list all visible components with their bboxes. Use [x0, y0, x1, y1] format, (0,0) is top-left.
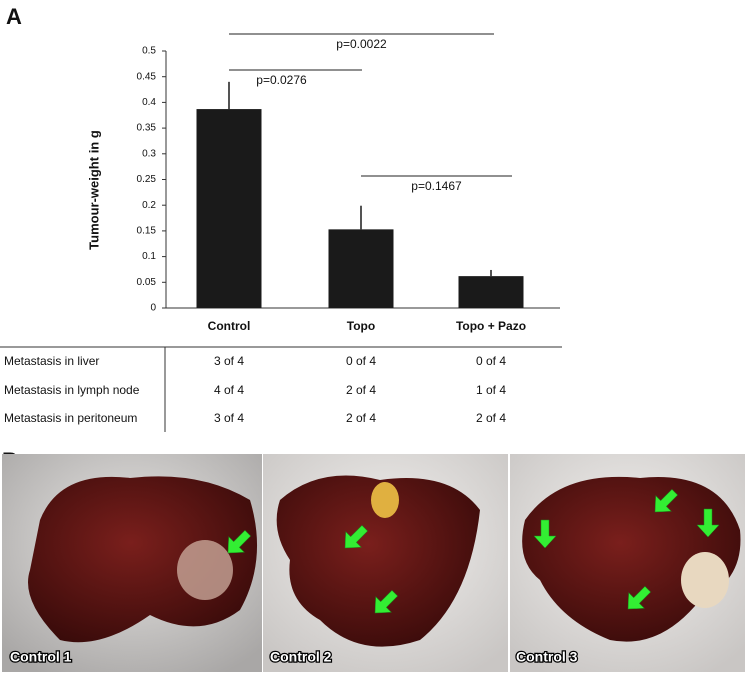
y-tick-label: 0.05 — [137, 277, 157, 288]
y-tick-label: 0.1 — [142, 251, 156, 262]
table-cell: 3 of 4 — [214, 354, 244, 368]
photo-panel — [510, 454, 745, 672]
bar — [458, 276, 524, 308]
y-tick-label: 0.4 — [142, 97, 156, 108]
panel-label: A — [6, 4, 22, 29]
row-header: Metastasis in peritoneum — [4, 411, 137, 425]
y-tick-label: 0.3 — [142, 148, 156, 159]
p-value: p=0.0022 — [336, 37, 387, 51]
x-tick-label: Topo + Pazo — [456, 319, 526, 333]
table-cell: 2 of 4 — [346, 411, 376, 425]
row-header: Metastasis in lymph node — [4, 383, 140, 397]
photo-panel — [2, 454, 262, 672]
photo-label: Control 3 — [516, 649, 578, 665]
table-cell: 4 of 4 — [214, 383, 244, 397]
y-tick-label: 0.35 — [137, 123, 157, 134]
p-value: p=0.1467 — [411, 179, 462, 193]
photo-label: Control 2 — [270, 649, 332, 665]
bar — [196, 109, 262, 308]
x-tick-label: Topo — [347, 319, 375, 333]
y-tick-label: 0.2 — [142, 200, 156, 211]
table-cell: 2 of 4 — [346, 383, 376, 397]
table-cell: 0 of 4 — [346, 354, 376, 368]
table-cell: 1 of 4 — [476, 383, 506, 397]
y-tick-label: 0.25 — [137, 174, 157, 185]
y-tick-label: 0.45 — [137, 71, 157, 82]
table-cell: 3 of 4 — [214, 411, 244, 425]
y-tick-label: 0.5 — [142, 46, 156, 57]
photo-panel — [263, 454, 508, 672]
y-axis-label: Tumour-weight in g — [86, 130, 101, 250]
y-tick-label: 0 — [150, 303, 156, 314]
x-tick-label: Control — [208, 319, 251, 333]
photo-label: Control 1 — [10, 649, 72, 665]
row-header: Metastasis in liver — [4, 354, 99, 368]
p-value: p=0.0276 — [256, 73, 307, 87]
y-tick-label: 0.15 — [137, 226, 157, 237]
table-cell: 2 of 4 — [476, 411, 506, 425]
bar — [328, 229, 394, 308]
table-cell: 0 of 4 — [476, 354, 506, 368]
